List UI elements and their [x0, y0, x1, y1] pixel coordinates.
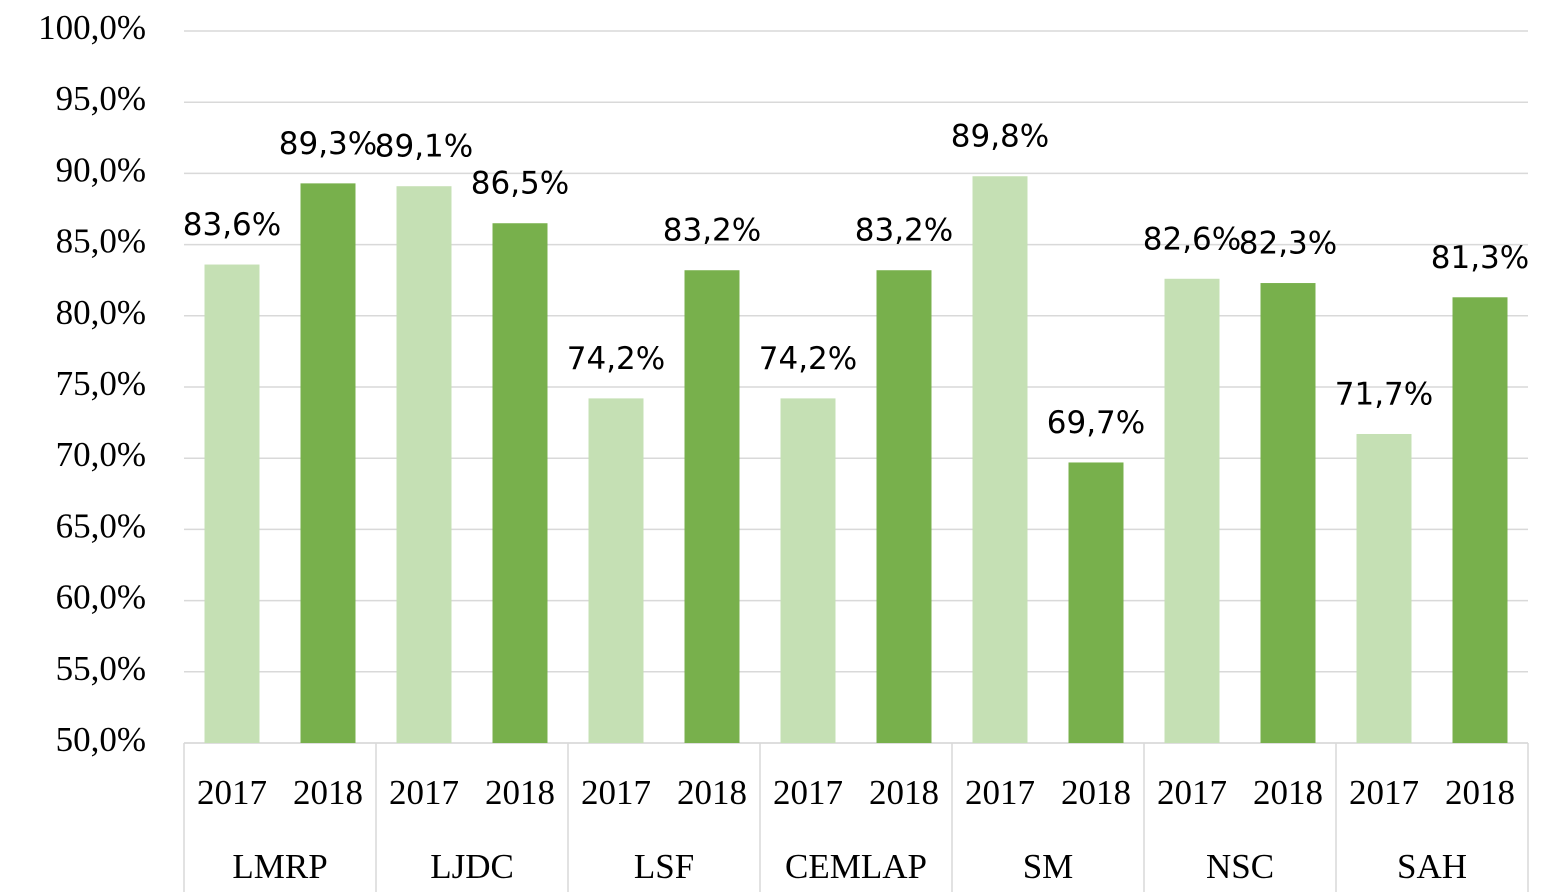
bar — [588, 398, 644, 743]
group-label: LJDC — [430, 847, 514, 886]
x-tick-label: 2017 — [581, 773, 651, 812]
data-label: 69,7% — [1047, 405, 1145, 441]
data-label: 89,8% — [951, 119, 1049, 155]
data-label: 83,2% — [855, 213, 953, 249]
data-label: 89,3% — [279, 126, 377, 162]
bar — [1068, 462, 1124, 743]
y-tick-label: 100,0% — [38, 8, 146, 47]
y-tick-label: 75,0% — [56, 364, 146, 403]
bar — [1356, 433, 1412, 743]
bar — [300, 183, 356, 744]
data-label: 82,6% — [1143, 221, 1241, 257]
bar — [780, 398, 836, 743]
y-tick-label: 65,0% — [56, 506, 146, 545]
group-label: SM — [1023, 847, 1074, 886]
group-label: NSC — [1206, 847, 1274, 886]
x-tick-label: 2018 — [869, 773, 939, 812]
group-label: LMRP — [232, 847, 327, 886]
bar — [876, 270, 932, 743]
x-tick-label: 2018 — [1253, 773, 1323, 812]
y-tick-label: 80,0% — [56, 293, 146, 332]
bar — [396, 186, 452, 743]
data-label: 74,2% — [759, 341, 857, 377]
y-tick-label: 50,0% — [56, 720, 146, 759]
x-tick-label: 2018 — [677, 773, 747, 812]
x-tick-label: 2017 — [773, 773, 843, 812]
data-label: 83,2% — [663, 213, 761, 249]
data-label: 71,7% — [1335, 376, 1433, 412]
data-label: 82,3% — [1239, 226, 1337, 262]
bar — [972, 176, 1028, 744]
bar — [1260, 283, 1316, 743]
bar — [1452, 297, 1508, 743]
y-tick-label: 85,0% — [56, 222, 146, 261]
data-label: 89,1% — [375, 129, 473, 165]
x-tick-label: 2018 — [293, 773, 363, 812]
data-label: 83,6% — [183, 207, 281, 243]
group-label: CEMLAP — [785, 847, 927, 886]
data-label: 74,2% — [567, 341, 665, 377]
bar — [684, 270, 740, 743]
data-label: 86,5% — [471, 166, 569, 202]
y-tick-label: 70,0% — [56, 435, 146, 474]
x-tick-label: 2017 — [1157, 773, 1227, 812]
y-tick-label: 55,0% — [56, 649, 146, 688]
bar — [492, 223, 548, 744]
x-tick-label: 2018 — [1445, 773, 1515, 812]
bar — [204, 264, 260, 743]
data-label: 81,3% — [1431, 240, 1529, 276]
x-tick-label: 2017 — [965, 773, 1035, 812]
y-tick-label: 60,0% — [56, 578, 146, 617]
x-tick-label: 2017 — [1349, 773, 1419, 812]
bar — [1164, 278, 1220, 743]
x-tick-label: 2018 — [485, 773, 555, 812]
group-label: SAH — [1397, 847, 1467, 886]
y-tick-label: 95,0% — [56, 79, 146, 118]
group-label: LSF — [634, 847, 694, 886]
x-tick-label: 2018 — [1061, 773, 1131, 812]
x-tick-label: 2017 — [197, 773, 267, 812]
x-tick-label: 2017 — [389, 773, 459, 812]
y-tick-label: 90,0% — [56, 150, 146, 189]
